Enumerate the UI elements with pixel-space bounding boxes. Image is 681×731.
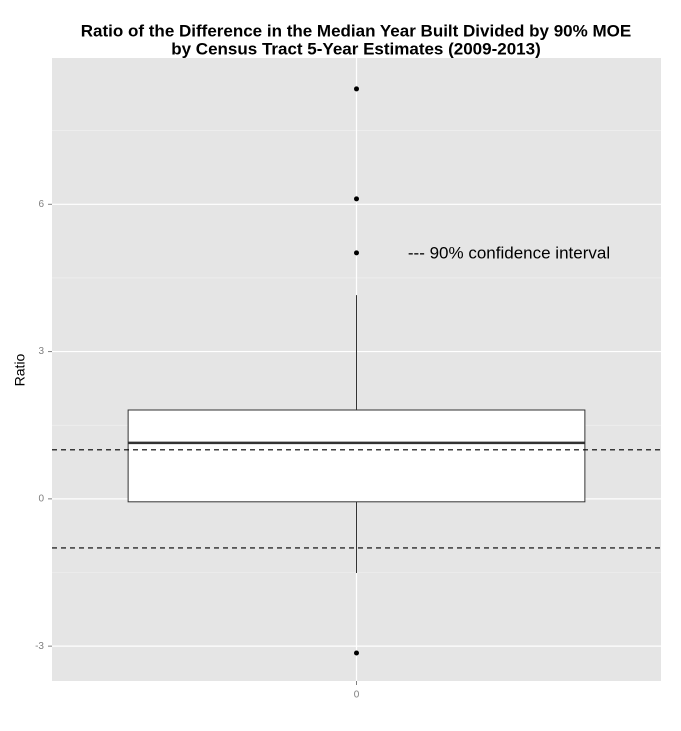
outlier [354,250,359,256]
outlier [354,650,359,656]
x-tick-label: 0 [354,690,360,701]
box [127,409,586,503]
y-axis-label: Ratio [12,353,28,386]
outlier [354,196,359,202]
outlier [354,86,359,92]
y-tick-label: 0 [38,494,44,505]
chart-title: by Census Tract 5-Year Estimates (2009-2… [171,39,540,58]
chart-title: Ratio of the Difference in the Median Ye… [81,21,631,40]
y-tick-label: 6 [38,199,44,210]
y-tick-label: 3 [38,346,44,357]
annotation: --- 90% confidence interval [408,243,610,262]
y-tick-label: -3 [35,641,44,652]
